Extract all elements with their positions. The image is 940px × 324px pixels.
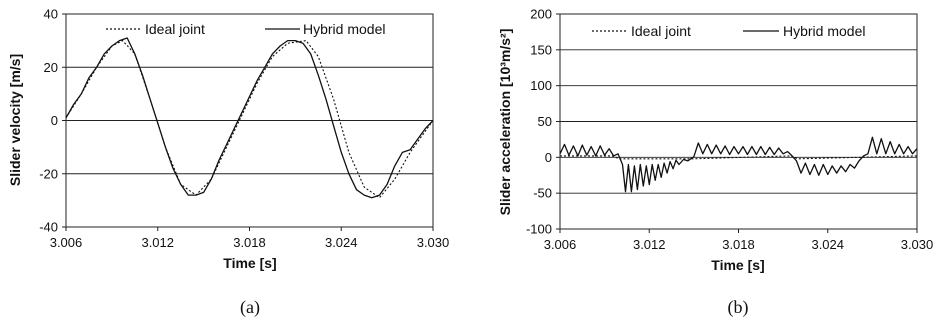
legend-label-hybrid: Hybrid model xyxy=(303,21,385,37)
legend-label-hybrid: Hybrid model xyxy=(783,23,865,39)
y-tick-label: 200 xyxy=(530,7,552,22)
series-line-hybrid-model xyxy=(65,37,434,199)
x-tick-label: 3.012 xyxy=(633,237,666,252)
y-tick-label: 50 xyxy=(538,114,552,129)
chart-caption: (a) xyxy=(240,297,260,318)
x-tick-label: 3.006 xyxy=(544,237,577,252)
y-tick-label: -20 xyxy=(39,166,58,181)
y-tick-label: 20 xyxy=(44,60,58,75)
gridlines xyxy=(556,13,918,233)
x-tick-label: 3.030 xyxy=(901,237,934,252)
x-axis-label: Time [s] xyxy=(711,257,764,273)
gridlines xyxy=(62,13,434,231)
x-axis-label: Time [s] xyxy=(223,255,276,271)
velocity-chart: -40 -20 0 20 40 3.006 3.012 3.018 3.024 3.030 Sl… xyxy=(7,7,449,319)
y-tick-label: 100 xyxy=(530,78,552,93)
x-tick-label: 3.030 xyxy=(417,235,450,250)
y-tick-label: 40 xyxy=(44,7,58,22)
series-line-hybrid-model xyxy=(559,136,918,193)
y-tick-label: 0 xyxy=(545,150,552,165)
acceleration-chart: -100 -50 0 50 100 150 200 3.006 3.012 3.018 3.024… xyxy=(497,7,933,319)
y-axis-label: Slider velocity [m/s] xyxy=(7,54,23,186)
x-tick-label: 3.006 xyxy=(50,235,83,250)
x-tick-labels: 3.006 3.012 3.018 3.024 3.030 xyxy=(544,237,934,252)
x-tick-label: 3.018 xyxy=(233,235,266,250)
y-tick-label: -50 xyxy=(533,186,552,201)
x-tick-label: 3.018 xyxy=(722,237,755,252)
series-line-ideal-joint xyxy=(560,155,918,160)
series-lines xyxy=(65,37,434,199)
x-tick-labels: 3.006 3.012 3.018 3.024 3.030 xyxy=(50,235,450,250)
x-tick-label: 3.024 xyxy=(325,235,358,250)
y-tick-label: 0 xyxy=(51,113,58,128)
legend-label-ideal: Ideal joint xyxy=(145,21,205,37)
x-tick-label: 3.024 xyxy=(811,237,844,252)
y-tick-labels: -100 -50 0 50 100 150 200 xyxy=(526,7,552,237)
y-tick-labels: -40 -20 0 20 40 xyxy=(39,7,58,235)
x-tick-label: 3.012 xyxy=(141,235,174,250)
legend: Ideal joint Hybrid model xyxy=(592,23,865,39)
legend-label-ideal: Ideal joint xyxy=(631,23,691,39)
y-axis-label: Slider acceleration [10³m/s²] xyxy=(497,29,513,216)
y-tick-label: -100 xyxy=(526,222,552,237)
series-lines xyxy=(559,136,918,193)
y-tick-label: -40 xyxy=(39,220,58,235)
legend: Ideal joint Hybrid model xyxy=(106,21,385,37)
y-tick-label: 150 xyxy=(530,42,552,57)
chart-caption: (b) xyxy=(728,297,749,318)
